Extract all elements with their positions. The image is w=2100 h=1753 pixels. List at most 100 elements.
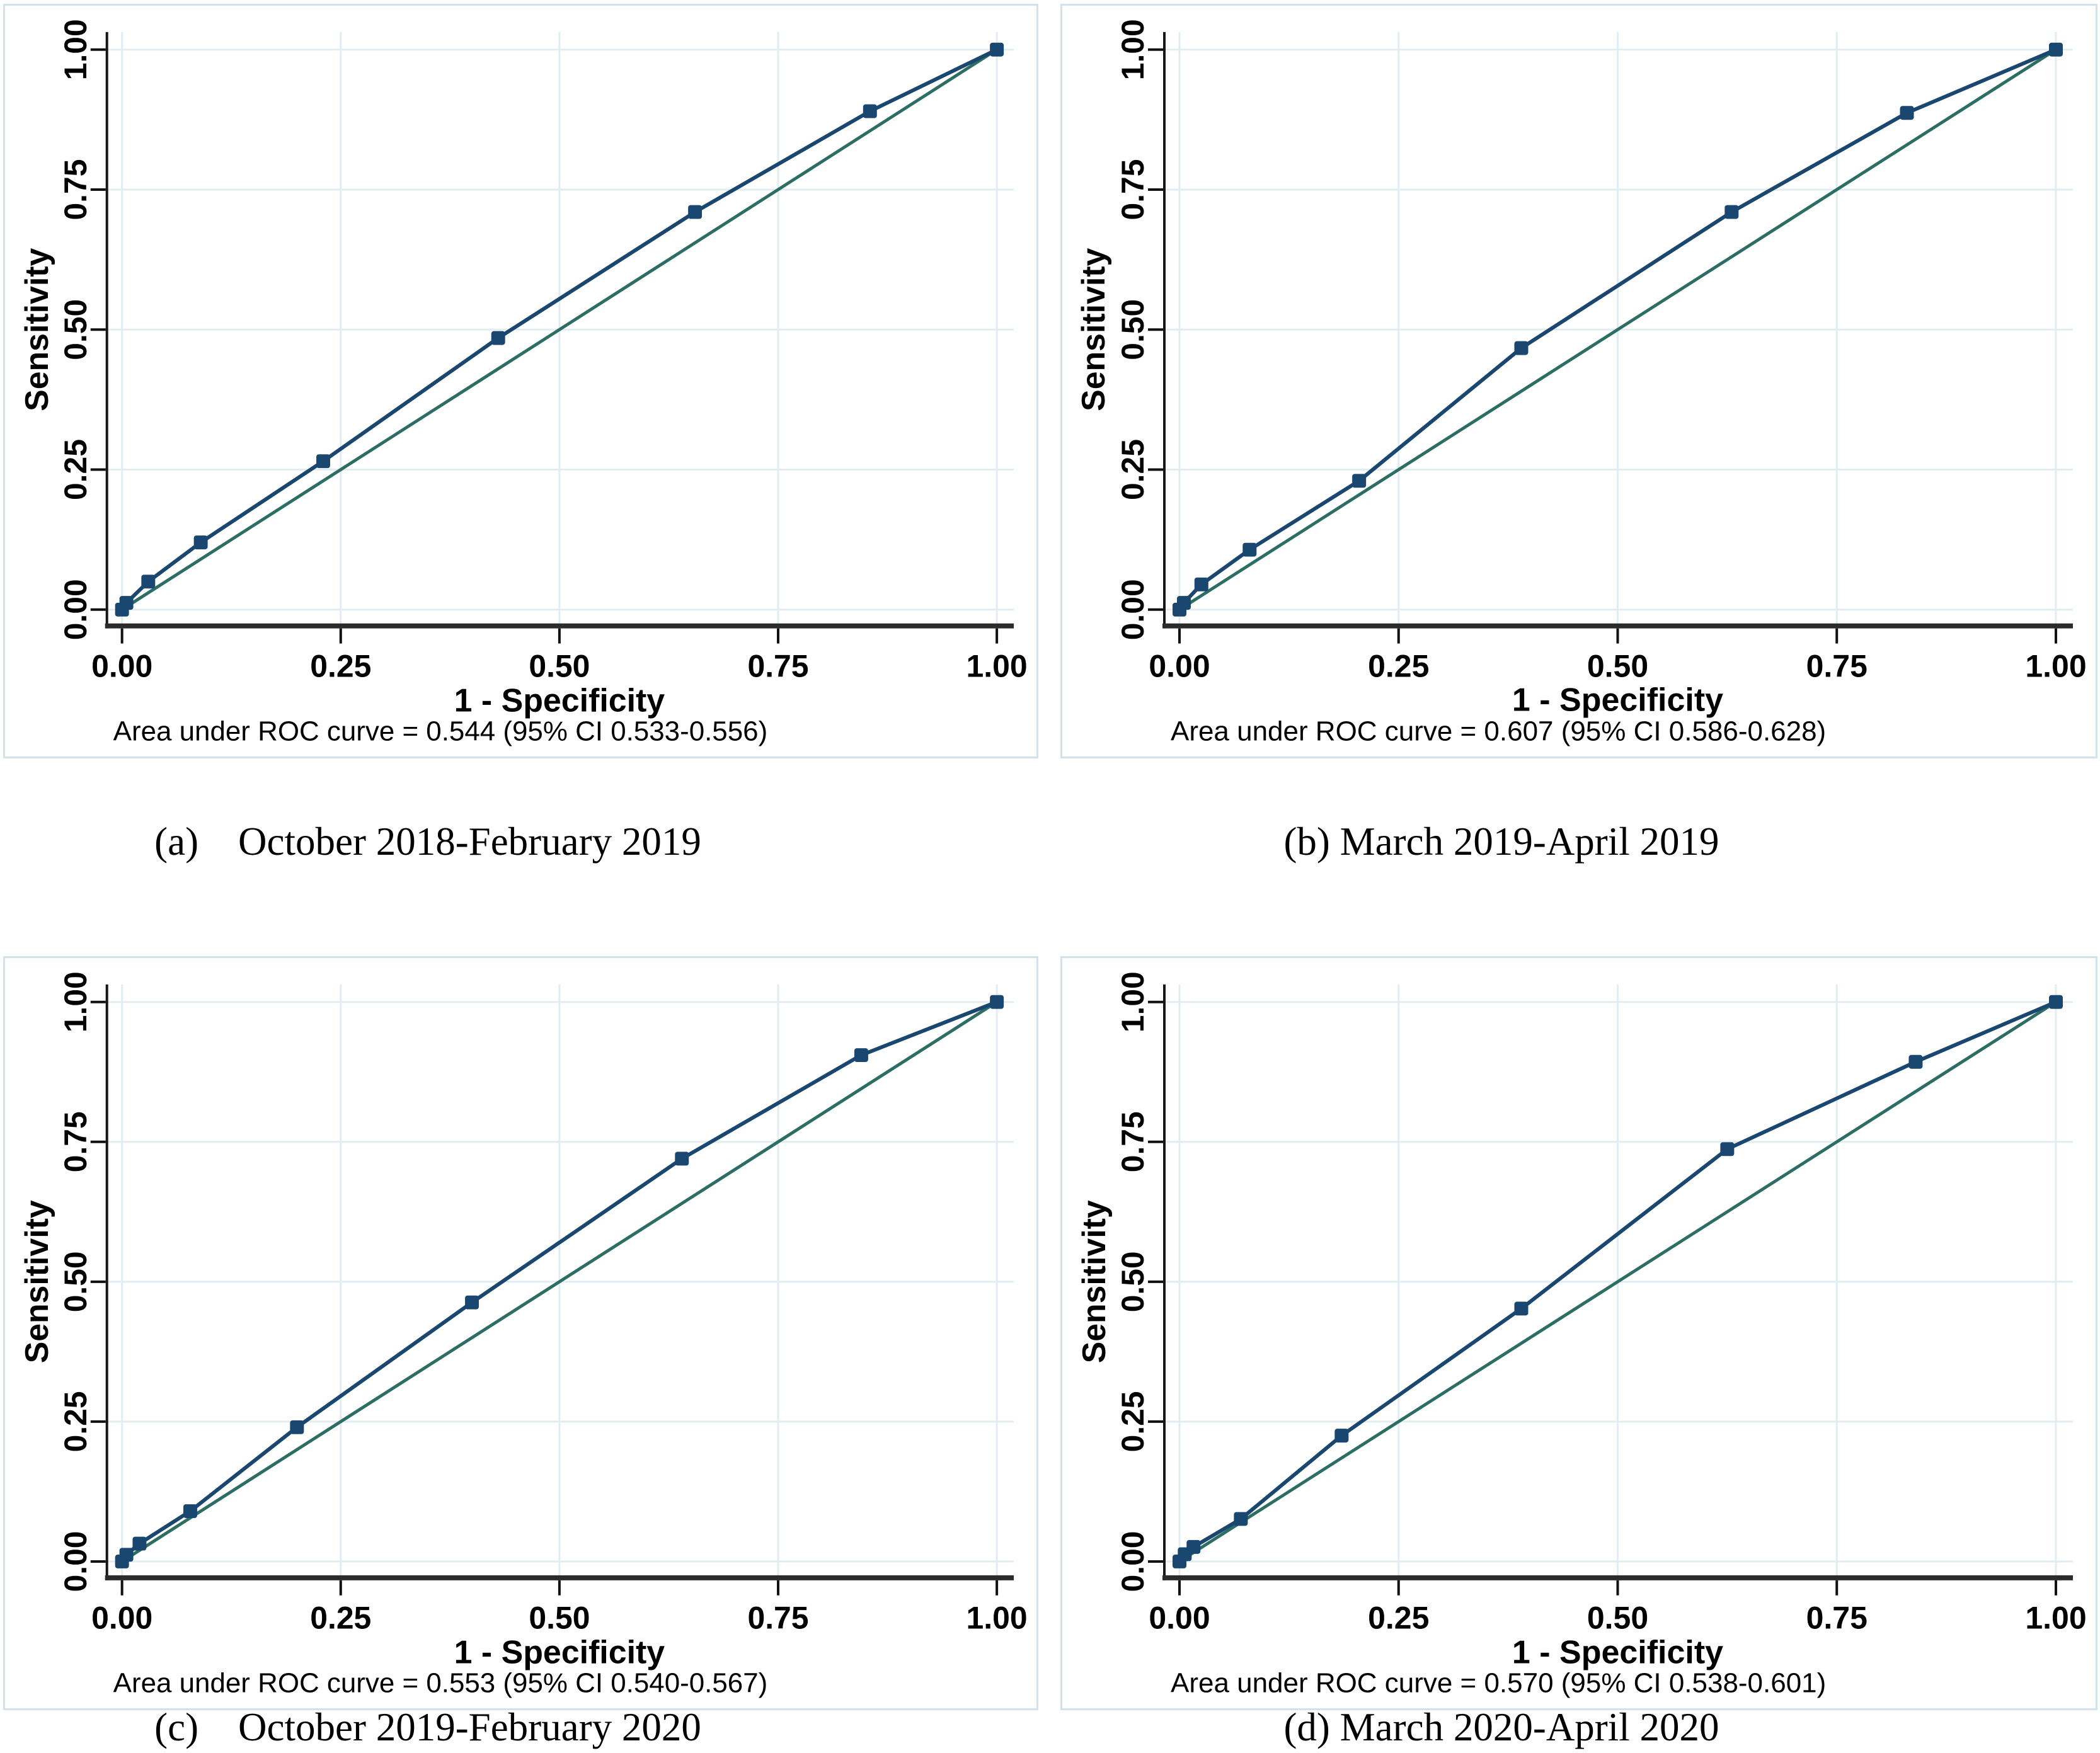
x-tick-label: 0.50 bbox=[1587, 1601, 1648, 1636]
roc-data-marker bbox=[688, 205, 703, 219]
panel-a: 0.00 0.25 0.50 0.75 1.00 0.00 0.25 0.50 0.75 1.00… bbox=[3, 4, 1038, 758]
auc-note: Area under ROC curve = 0.553 (95% CI 0.5… bbox=[113, 1668, 768, 1699]
roc-data-marker bbox=[854, 1048, 868, 1063]
roc-data-marker bbox=[990, 42, 1004, 57]
roc-data-marker bbox=[1334, 1429, 1349, 1443]
x-tick-label: 0.25 bbox=[1368, 1601, 1429, 1636]
roc-data-marker bbox=[1352, 474, 1367, 488]
caption-d: (d) March 2020-April 2020 bbox=[1283, 1705, 1719, 1749]
y-tick-label: 1.00 bbox=[1115, 971, 1150, 1032]
y-tick-label: 0.25 bbox=[58, 439, 93, 500]
roc-chart-d: 0.00 0.25 0.50 0.75 1.00 0.00 0.25 0.50 0.75 1.00… bbox=[1076, 971, 2087, 1699]
roc-data-marker bbox=[183, 1504, 197, 1518]
reference-diagonal-line bbox=[1178, 48, 2058, 612]
roc-data-marker bbox=[119, 1548, 134, 1562]
x-tick-label: 0.75 bbox=[747, 649, 808, 684]
roc-data-marker bbox=[2049, 995, 2063, 1009]
auc-note: Area under ROC curve = 0.607 (95% CI 0.5… bbox=[1171, 716, 1826, 747]
y-tick-label: 0.25 bbox=[58, 1391, 93, 1452]
x-tick-label: 1.00 bbox=[967, 649, 1028, 684]
x-axis-title: 1 - Specificity bbox=[1512, 1633, 1723, 1670]
x-tick-label: 0.75 bbox=[1806, 649, 1868, 684]
roc-data-marker bbox=[1908, 1054, 1923, 1069]
y-tick-label: 0.75 bbox=[1115, 159, 1150, 220]
x-tick-label: 1.00 bbox=[2025, 649, 2086, 684]
roc-data-marker bbox=[1194, 577, 1208, 591]
reference-diagonal-line bbox=[120, 1000, 999, 1563]
roc-data-marker bbox=[141, 574, 156, 589]
y-axis-title: Sensitivity bbox=[1076, 1200, 1112, 1363]
panel-b: 0.00 0.25 0.50 0.75 1.00 0.00 0.25 0.50 0.75 1.00… bbox=[1060, 4, 2097, 758]
roc-data-marker bbox=[290, 1420, 304, 1434]
y-tick-label: 0.25 bbox=[1115, 1391, 1150, 1452]
roc-data-marker bbox=[863, 104, 877, 118]
x-tick-label: 0.50 bbox=[529, 1601, 590, 1636]
x-tick-label: 0.50 bbox=[1587, 649, 1648, 684]
roc-data-marker bbox=[1242, 542, 1257, 557]
roc-data-marker bbox=[465, 1295, 479, 1310]
roc-data-marker bbox=[1900, 106, 1914, 120]
roc-data-marker bbox=[2049, 42, 2063, 57]
x-tick-label: 0.75 bbox=[747, 1601, 808, 1636]
roc-data-marker bbox=[1234, 1512, 1248, 1526]
auc-note: Area under ROC curve = 0.544 (95% CI 0.5… bbox=[113, 716, 768, 747]
caption-c: (c) October 2019-February 2020 bbox=[154, 1705, 701, 1749]
roc-data-marker bbox=[675, 1151, 689, 1166]
x-tick-label: 0.75 bbox=[1806, 1601, 1868, 1636]
y-tick-label: 0.00 bbox=[1115, 1531, 1150, 1592]
y-axis-title: Sensitivity bbox=[1076, 248, 1112, 411]
x-tick-label: 0.00 bbox=[1149, 1601, 1210, 1636]
y-tick-label: 0.75 bbox=[1115, 1111, 1150, 1172]
reference-diagonal-line bbox=[1178, 1000, 2058, 1563]
x-tick-label: 1.00 bbox=[967, 1601, 1028, 1636]
x-tick-label: 0.25 bbox=[310, 649, 371, 684]
x-tick-label: 0.25 bbox=[1368, 649, 1429, 684]
roc-data-marker bbox=[1720, 1142, 1735, 1156]
x-axis-title: 1 - Specificity bbox=[1512, 682, 1723, 718]
x-tick-label: 1.00 bbox=[2025, 1601, 2086, 1636]
panel-c: 0.00 0.25 0.50 0.75 1.00 0.00 0.25 0.50 0.75 1.00… bbox=[3, 956, 1038, 1710]
y-tick-label: 0.75 bbox=[58, 1111, 93, 1172]
roc-chart-c: 0.00 0.25 0.50 0.75 1.00 0.00 0.25 0.50 0.75 1.00… bbox=[18, 971, 1028, 1699]
reference-diagonal-line bbox=[120, 48, 999, 612]
roc-data-marker bbox=[132, 1536, 147, 1551]
panel-d: 0.00 0.25 0.50 0.75 1.00 0.00 0.25 0.50 0.75 1.00… bbox=[1060, 956, 2097, 1710]
y-tick-label: 0.00 bbox=[58, 579, 93, 640]
roc-chart-b: 0.00 0.25 0.50 0.75 1.00 0.00 0.25 0.50 0.75 1.00… bbox=[1076, 19, 2087, 747]
y-tick-label: 0.00 bbox=[58, 1531, 93, 1592]
y-tick-label: 0.50 bbox=[58, 1251, 93, 1312]
auc-note: Area under ROC curve = 0.570 (95% CI 0.5… bbox=[1171, 1668, 1826, 1699]
x-tick-label: 0.00 bbox=[91, 649, 152, 684]
y-tick-label: 0.25 bbox=[1115, 439, 1150, 500]
y-tick-label: 1.00 bbox=[58, 971, 93, 1032]
y-tick-label: 1.00 bbox=[1115, 19, 1150, 80]
caption-b: (b) March 2019-April 2019 bbox=[1283, 819, 1719, 864]
roc-data-marker bbox=[316, 454, 330, 469]
roc-chart-a: 0.00 0.25 0.50 0.75 1.00 0.00 0.25 0.50 0.75 1.00… bbox=[18, 19, 1028, 747]
x-tick-label: 0.00 bbox=[1149, 649, 1210, 684]
x-axis-title: 1 - Specificity bbox=[454, 682, 665, 718]
x-tick-label: 0.25 bbox=[310, 1601, 371, 1636]
roc-data-marker bbox=[193, 535, 208, 550]
x-tick-label: 0.00 bbox=[91, 1601, 152, 1636]
roc-data-marker bbox=[1186, 1539, 1201, 1554]
caption-a: (a) October 2018-February 2019 bbox=[154, 819, 701, 864]
y-tick-label: 0.50 bbox=[1115, 299, 1150, 360]
y-tick-label: 0.75 bbox=[58, 159, 93, 220]
roc-data-marker bbox=[1514, 1301, 1529, 1316]
y-axis-title: Sensitivity bbox=[18, 1200, 55, 1363]
y-axis-title: Sensitivity bbox=[18, 248, 55, 411]
roc-data-marker bbox=[1514, 341, 1529, 355]
x-tick-label: 0.50 bbox=[529, 649, 590, 684]
roc-data-marker bbox=[119, 596, 134, 610]
y-tick-label: 1.00 bbox=[58, 19, 93, 80]
roc-data-marker bbox=[990, 995, 1004, 1009]
roc-data-marker bbox=[1724, 205, 1739, 219]
y-tick-label: 0.00 bbox=[1115, 579, 1150, 640]
roc-data-marker bbox=[491, 331, 505, 345]
roc-data-marker bbox=[1176, 596, 1191, 610]
y-tick-label: 0.50 bbox=[1115, 1251, 1150, 1312]
x-axis-title: 1 - Specificity bbox=[454, 1633, 665, 1670]
y-tick-label: 0.50 bbox=[58, 299, 93, 360]
